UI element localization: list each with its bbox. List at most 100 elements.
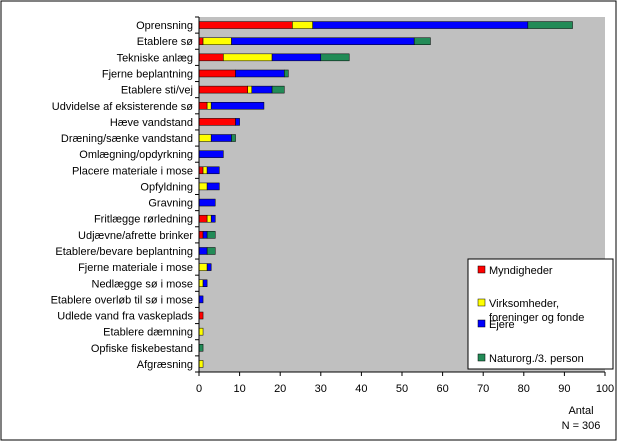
bar-segment [235, 118, 240, 126]
x-tick-label: 0 [196, 383, 202, 395]
bar-segment [413, 37, 431, 45]
x-tick-label: 50 [396, 383, 408, 395]
legend: Myndigheder Virksomheder, foreninger og fo… [467, 258, 614, 370]
bar-segment [198, 69, 236, 78]
x-tick-label: 100 [596, 383, 614, 395]
x-axis-label: Antal [568, 405, 593, 417]
bar-segment [210, 214, 216, 223]
category-label: Nedlægge sø i mose [92, 278, 194, 290]
bar-segment [198, 53, 224, 62]
x-tick-label: 40 [355, 383, 367, 395]
bar-segment [231, 37, 415, 45]
bar-segment [206, 102, 212, 110]
bar-segment [206, 182, 220, 191]
bar-segment [206, 263, 212, 271]
legend-label: Naturorg./3. person [489, 353, 584, 365]
legend-label: Virksomheder, [489, 298, 559, 310]
bar-segment [198, 360, 204, 368]
bar-segment [198, 344, 204, 352]
bar-segment [198, 327, 204, 336]
bar-segment [210, 134, 232, 142]
bar-segment [198, 295, 204, 304]
bar-segment [312, 21, 529, 29]
x-tick-label: 60 [436, 383, 448, 395]
bar-segment [198, 166, 204, 175]
legend-swatch [477, 353, 486, 362]
category-label: Etablere sø [137, 36, 194, 48]
bar-segment [247, 85, 253, 94]
bar-segment [527, 21, 573, 29]
category-label: Opfiske fiskebestand [91, 343, 193, 355]
legend-label: foreninger og fonde [489, 312, 584, 324]
category-labels: Oprensning Etablere sø Tekniske anlæg Fjern… [51, 20, 194, 371]
bar-segment [198, 37, 204, 45]
category-label: Udlede vand fra vaskeplads [57, 311, 193, 323]
x-tick-label: 30 [315, 383, 327, 395]
x-tick-label: 10 [233, 383, 245, 395]
category-label: Fjerne beplantning [102, 68, 193, 80]
bar-segment [198, 263, 208, 271]
bar-segment [198, 214, 208, 223]
bar-segment [292, 21, 313, 29]
legend-swatch [477, 298, 486, 307]
category-label: Etablere sti/vej [121, 85, 193, 97]
bar-segment [271, 53, 322, 62]
category-label: Udjævne/afrette brinker [78, 230, 193, 242]
bar-segment [198, 150, 224, 158]
x-tick-label: 70 [477, 383, 489, 395]
legend-swatch [477, 265, 486, 274]
bar-segment [271, 85, 285, 94]
category-label: Fritlægge rørledning [94, 214, 193, 226]
bar-segment [198, 279, 204, 287]
bar-segment [206, 214, 212, 223]
legend-label: Ejere [489, 319, 515, 331]
category-label: Oprensning [136, 20, 193, 32]
x-tick-label: 90 [558, 383, 570, 395]
bars-layer [198, 21, 573, 368]
bar-segment [202, 279, 208, 287]
bar-segment [198, 231, 204, 239]
x-tick-label: 80 [518, 383, 530, 395]
category-label: Gravning [148, 198, 193, 210]
category-label: Etablere dæmning [103, 327, 193, 339]
bar-segment [198, 247, 208, 255]
x-tick-labels: 0 10 20 30 40 50 60 70 80 90 100 [196, 383, 614, 395]
bar-segment [206, 166, 220, 175]
category-label: Afgræsning [137, 359, 193, 371]
bar-segment [198, 182, 208, 191]
category-label: Omlægning/opdyrkning [79, 149, 193, 161]
sample-size-note: N = 306 [562, 420, 601, 432]
bar-segment [206, 231, 216, 239]
category-label: Fjerne materiale i mose [78, 262, 193, 274]
bar-segment [198, 102, 208, 110]
bar-segment [198, 134, 212, 142]
x-tick-label: 20 [274, 383, 286, 395]
bar-segment [320, 53, 350, 62]
category-label: Dræning/sænke vandstand [61, 133, 193, 145]
bar-segment [202, 37, 232, 45]
bar-segment [198, 21, 293, 29]
bar-segment [202, 231, 208, 239]
category-label: Udvidelse af eksisterende sø [52, 101, 194, 113]
bar-segment [198, 118, 236, 126]
bar-segment [251, 85, 273, 94]
legend-swatch [477, 319, 486, 328]
category-label: Hæve vandstand [110, 117, 193, 129]
category-label: Opfyldning [140, 181, 193, 193]
bar-segment [202, 166, 208, 175]
bar-segment [198, 85, 248, 94]
legend-label: Myndigheder [489, 265, 553, 277]
bar-segment [198, 198, 216, 207]
category-label: Etablere/bevare beplantning [55, 246, 193, 258]
bar-segment [223, 53, 273, 62]
bar-segment [198, 311, 204, 320]
category-label: Tekniske anlæg [117, 52, 193, 64]
category-label: Etablere overløb til sø i mose [51, 294, 193, 306]
category-label: Placere materiale i mose [72, 165, 193, 177]
bar-segment [210, 102, 265, 110]
bar-segment [284, 69, 289, 78]
bar-segment [235, 69, 285, 78]
bar-segment [206, 247, 216, 255]
